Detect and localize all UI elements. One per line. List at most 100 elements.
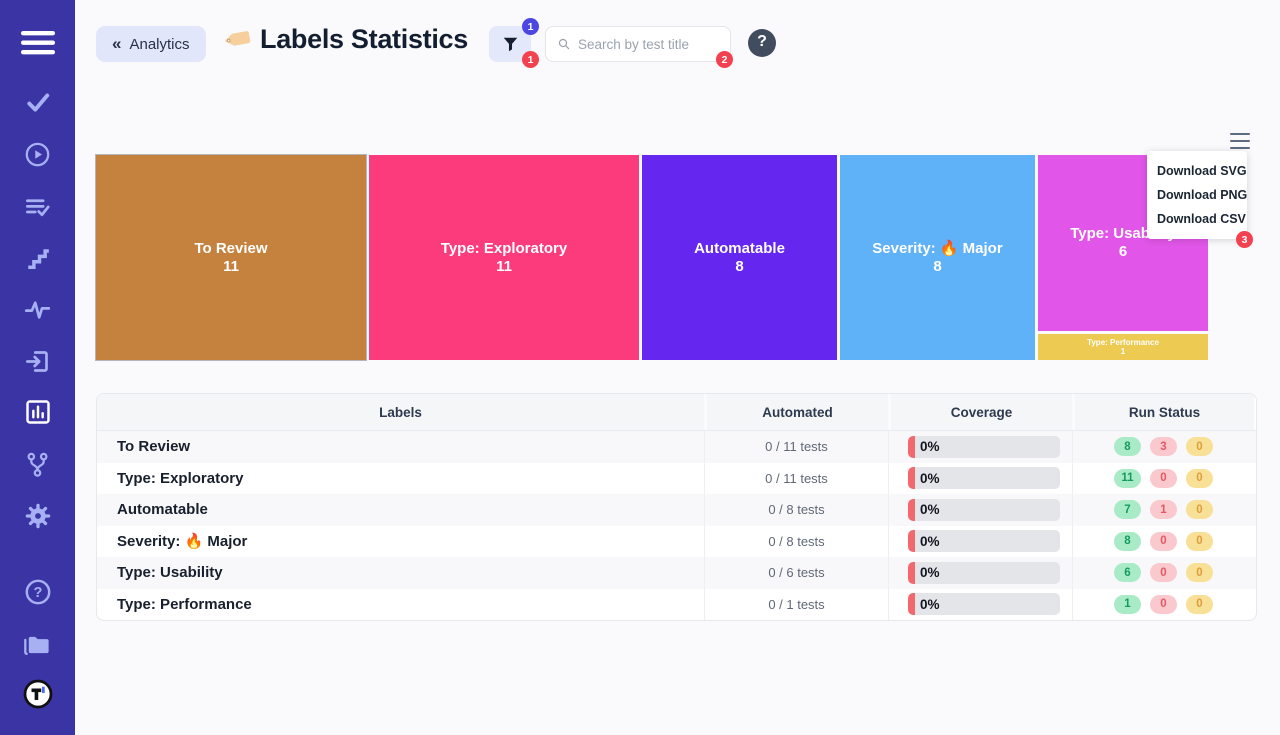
row-label: Automatable: [117, 501, 208, 519]
bar-chart-icon[interactable]: [21, 397, 55, 427]
labels-statistics-table: Labels Automated Coverage Run Status To …: [96, 393, 1257, 621]
chevron-left-icon: «: [112, 34, 122, 53]
table-header: Labels Automated Coverage Run Status: [97, 394, 1256, 431]
coverage-tick: [908, 530, 915, 553]
coverage-value: 0%: [920, 502, 940, 518]
coverage-value: 0%: [920, 596, 940, 612]
coverage-bar: 0%: [908, 498, 1060, 521]
coverage-bar: 0%: [908, 467, 1060, 490]
row-automated: 0 / 1 tests: [704, 588, 888, 620]
coverage-bar: 0%: [908, 530, 1060, 553]
filter-funnel-icon: [503, 37, 517, 51]
passed-badge: 7: [1114, 500, 1141, 520]
back-to-analytics-button[interactable]: « Analytics: [96, 26, 206, 62]
skipped-badge: 0: [1186, 468, 1213, 488]
treemap-value: 6: [1118, 243, 1128, 260]
help-icon[interactable]: ?: [21, 577, 55, 607]
tag-icon: [224, 31, 251, 46]
folders-icon[interactable]: [21, 629, 55, 659]
failed-badge: 1: [1150, 500, 1177, 520]
row-label: Severity: 🔥 Major: [117, 533, 248, 551]
coverage-value: 0%: [920, 533, 940, 549]
menu-item-download-csv[interactable]: Download CSV: [1157, 212, 1246, 226]
skipped-badge: 0: [1186, 594, 1213, 614]
coverage-tick: [908, 593, 915, 616]
table-row[interactable]: Automatable 0 / 8 tests 0% 7 1 0: [97, 494, 1256, 526]
git-branch-icon[interactable]: [21, 449, 55, 479]
menu-item-download-svg[interactable]: Download SVG: [1157, 164, 1247, 178]
failed-badge: 0: [1150, 563, 1177, 583]
search-icon: [558, 38, 570, 50]
skipped-badge: 0: [1186, 500, 1213, 520]
steps-icon[interactable]: [21, 243, 55, 273]
table-row[interactable]: To Review 0 / 11 tests 0% 8 3 0: [97, 431, 1256, 463]
column-header-labels[interactable]: Labels: [97, 394, 704, 430]
coverage-bar: 0%: [908, 435, 1060, 458]
column-header-automated[interactable]: Automated: [704, 394, 888, 430]
menu-item-download-png[interactable]: Download PNG: [1157, 188, 1248, 202]
row-automated: 0 / 6 tests: [704, 557, 888, 589]
treemap-label: Automatable: [694, 239, 785, 257]
menu-badge: 3: [1236, 231, 1253, 248]
treemap-value: 8: [933, 257, 942, 275]
row-label: Type: Performance: [117, 595, 252, 613]
row-automated: 0 / 11 tests: [704, 431, 888, 463]
passed-badge: 1: [1114, 594, 1141, 614]
coverage-bar: 0%: [908, 593, 1060, 616]
treemap-block-type-performance[interactable]: Type: Performance 1: [1038, 334, 1208, 360]
import-icon[interactable]: [21, 346, 55, 376]
table-row[interactable]: Type: Usability 0 / 6 tests 0% 6 0 0: [97, 557, 1256, 589]
failed-badge: 0: [1150, 468, 1177, 488]
table-row[interactable]: Severity: 🔥 Major 0 / 8 tests 0% 8 0 0: [97, 525, 1256, 557]
column-header-coverage[interactable]: Coverage: [888, 394, 1072, 430]
list-check-icon[interactable]: [21, 192, 55, 222]
page-title-wrap: Labels Statistics: [220, 23, 468, 55]
coverage-tick: [908, 498, 915, 521]
row-automated: 0 / 11 tests: [704, 462, 888, 494]
treemap-block-to-review[interactable]: To Review 11: [96, 155, 366, 360]
back-button-label: Analytics: [129, 35, 190, 53]
treemap-block-type-exploratory[interactable]: Type: Exploratory 11: [369, 155, 639, 360]
treemap-label: To Review: [194, 239, 268, 257]
treemap-value: 11: [223, 257, 239, 275]
table-row[interactable]: Type: Performance 0 / 1 tests 0% 1 0 0: [97, 588, 1256, 620]
hamburger-menu-icon[interactable]: [20, 28, 55, 58]
search-box: [545, 26, 731, 62]
coverage-value: 0%: [920, 439, 940, 455]
skipped-badge: 0: [1186, 563, 1213, 583]
failed-badge: 0: [1150, 531, 1177, 551]
page-title: Labels Statistics: [260, 23, 468, 54]
passed-badge: 8: [1114, 437, 1141, 457]
search-input[interactable]: [578, 36, 718, 52]
chart-menu-icon[interactable]: [1230, 133, 1250, 149]
help-button[interactable]: ?: [748, 29, 776, 57]
help-glyph: ?: [33, 585, 42, 601]
treemap-value: 8: [735, 257, 744, 275]
failed-badge: 0: [1150, 594, 1177, 614]
check-icon[interactable]: [21, 87, 55, 117]
gear-icon[interactable]: [21, 501, 55, 531]
treemap-block-automatable[interactable]: Automatable 8: [642, 155, 837, 360]
coverage-bar: 0%: [908, 561, 1060, 584]
coverage-tick: [908, 561, 915, 584]
sidebar: ?: [0, 0, 75, 735]
treemap-value: 11: [496, 257, 512, 275]
pulse-icon[interactable]: [21, 294, 55, 324]
labels-treemap: To Review 11 Type: Exploratory 11 Automa…: [96, 155, 1208, 360]
row-label: Type: Exploratory: [117, 469, 244, 487]
filter-badge-top: 1: [522, 18, 539, 35]
treemap-block-severity-major[interactable]: Severity: 🔥 Major 8: [840, 155, 1035, 360]
column-header-run-status[interactable]: Run Status: [1072, 394, 1254, 430]
table-row[interactable]: Type: Exploratory 0 / 11 tests 0% 11 0 0: [97, 462, 1256, 494]
play-circle-icon[interactable]: [21, 139, 55, 169]
failed-badge: 3: [1150, 437, 1177, 457]
logo[interactable]: [21, 679, 55, 709]
treemap-value: 1: [1120, 347, 1126, 356]
skipped-badge: 0: [1186, 531, 1213, 551]
skipped-badge: 0: [1186, 437, 1213, 457]
row-automated: 0 / 8 tests: [704, 525, 888, 557]
passed-badge: 8: [1114, 531, 1141, 551]
coverage-tick: [908, 435, 915, 458]
row-automated: 0 / 8 tests: [704, 494, 888, 526]
treemap-label: Type: Performance: [1087, 338, 1159, 347]
